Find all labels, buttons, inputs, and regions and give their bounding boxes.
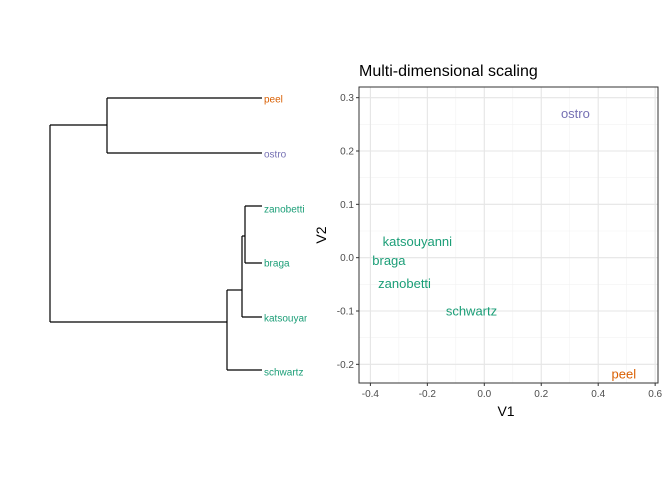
y-tick-label: 0.0 [340, 253, 354, 264]
scatter-labels: ostro katsouyanni braga zanobetti schwartz pe… [372, 106, 636, 381]
y-axis-title: V2 [313, 226, 329, 243]
x-axis-title: V1 [497, 403, 514, 419]
panel-background [359, 87, 658, 383]
point-label-schwartz: schwartz [446, 304, 497, 319]
y-tick-label: 0.1 [340, 200, 354, 211]
point-label-braga: braga [372, 253, 406, 268]
dendrogram-leaf-katsouyanni: katsouyanni [264, 314, 317, 325]
point-label-zanobetti: zanobetti [378, 276, 431, 291]
y-tick-label: 0.3 [340, 93, 354, 104]
point-label-katsouyanni: katsouyanni [383, 234, 452, 249]
major-gridlines [359, 87, 658, 383]
x-tick-label: 0.4 [591, 389, 605, 400]
dendrogram-leaf-schwartz: schwartz [264, 368, 303, 379]
x-tick-label: 0.6 [648, 389, 662, 400]
x-tick-label: 0.0 [477, 389, 491, 400]
dendrogram-leaf-zanobetti: zanobetti [264, 205, 305, 216]
plot-title: Multi-dimensional scaling [359, 63, 538, 80]
point-label-peel: peel [612, 366, 637, 381]
minor-gridlines [359, 87, 658, 383]
x-tick-label: -0.4 [362, 389, 380, 400]
dendrogram-leaf-braga: braga [264, 259, 290, 270]
x-tick-label: 0.2 [534, 389, 548, 400]
y-axis-ticks: -0.2 -0.1 0.0 0.1 0.2 0.3 [337, 93, 359, 371]
point-label-ostro: ostro [561, 106, 590, 121]
y-tick-label: -0.2 [337, 360, 355, 371]
plot-panel: ostro katsouyanni braga zanobetti schwartz pe… [358, 86, 659, 384]
dendrogram-leaf-peel: peel [264, 95, 283, 106]
dendrogram-leaf-ostro: ostro [264, 150, 287, 161]
panel-border [358, 86, 659, 384]
x-axis-ticks: -0.4 -0.2 0.0 0.2 0.4 0.6 [362, 383, 663, 400]
y-tick-label: 0.2 [340, 147, 354, 158]
x-tick-label: -0.2 [419, 389, 437, 400]
y-tick-label: -0.1 [337, 307, 355, 318]
dendrogram: peel ostro zanobetti braga katsouyanni schwar… [49, 95, 317, 379]
